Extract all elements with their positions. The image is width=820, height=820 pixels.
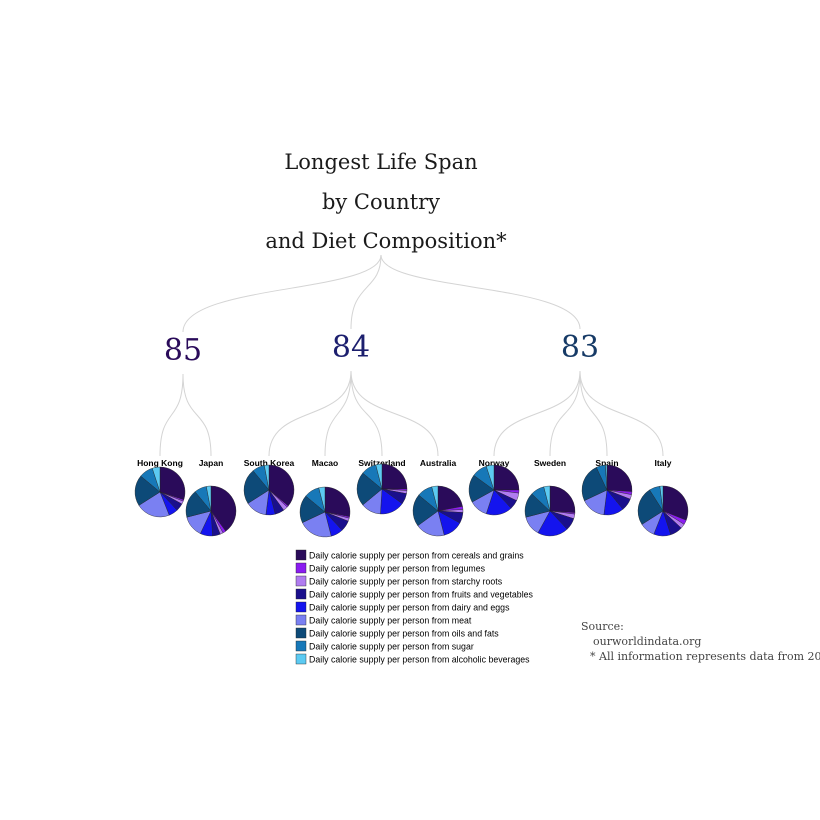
branch-to-switzerland [350,370,383,457]
branch-to-macao [324,370,352,457]
slice-switzerland-6 [356,472,383,506]
slice-australia-0 [437,485,463,512]
branch-to-japan [182,373,212,457]
tree-branches [159,254,664,457]
slice-japan-8 [206,485,212,512]
country-label-hong-kong: Hong Kong [137,458,183,468]
source-label: Source: [581,620,624,633]
slice-sweden-0 [549,485,576,513]
pie-japan [185,485,237,537]
age-label-84: 84 [332,330,370,365]
legend-label-8: Daily calorie supply per person from alc… [309,655,530,665]
legend-label-4: Daily calorie supply per person from dai… [309,603,510,613]
country-label-japan: Japan [199,458,224,468]
pie-south-korea [243,464,295,516]
legend-swatch-4 [295,601,307,613]
country-label-macao: Macao [312,458,338,468]
slice-hong-kong-0 [159,466,186,500]
legend-label-7: Daily calorie supply per person from sug… [309,642,474,652]
slice-norway-0 [493,464,520,491]
source-block: Source: ourworldindata.org * All informa… [581,620,820,663]
slice-sweden-8 [543,485,551,512]
pie-norway [468,464,520,516]
country-label-australia: Australia [420,458,457,468]
country-label-norway: Norway [479,458,510,468]
title-line-3: and Diet Composition* [265,229,507,253]
legend-label-5: Daily calorie supply per person from mea… [309,616,472,626]
slice-italy-8 [659,485,664,512]
branch-to-sweden [549,370,581,457]
age-label-85: 85 [164,333,202,368]
slice-norway-8 [486,464,495,491]
slice-australia-8 [431,485,439,512]
country-label-spain: Spain [595,458,618,468]
slice-spain-0 [606,464,633,492]
slice-macao-0 [324,486,351,517]
slice-south-korea-0 [268,464,295,507]
branch-root-to-age-84 [350,254,382,330]
branch-to-south-korea [268,370,352,457]
slice-switzerland-0 [381,463,408,490]
legend-label-1: Daily calorie supply per person from leg… [309,564,486,574]
title-line-2: by Country [322,190,440,214]
pie-italy [637,485,689,537]
pie-switzerland [356,463,408,515]
slice-hong-kong-8 [152,466,161,493]
branch-root-to-age-83 [380,254,581,330]
country-label-italy: Italy [654,458,671,468]
title-line-1: Longest Life Span [284,150,477,174]
branch-root-to-age-85 [182,254,382,333]
branch-to-australia [350,370,439,457]
branch-to-spain [579,370,608,457]
legend-swatch-5 [295,614,307,626]
slice-macao-5 [302,511,332,538]
legend-swatch-1 [295,562,307,574]
pie-charts [134,463,689,538]
slice-spain-6 [581,467,608,501]
slice-italy-6 [637,489,664,525]
branch-to-italy [579,370,664,457]
country-label-south-korea: South Korea [244,458,295,468]
slice-south-korea-8 [264,464,270,491]
slice-switzerland-8 [375,463,383,490]
legend-swatch-3 [295,588,307,600]
pie-hong-kong [134,466,186,518]
slice-spain-8 [605,464,608,491]
country-label-sweden: Sweden [534,458,566,468]
country-labels: Hong Kong Japan South Korea Macao Switzerlan… [137,458,672,468]
legend-swatch-6 [295,627,307,639]
legend-label-6: Daily calorie supply per person from oil… [309,629,499,639]
source-note: * All information represents data from 2… [590,650,820,663]
legend-label-0: Daily calorie supply per person from cer… [309,551,524,561]
pie-spain [581,464,633,516]
pie-macao [299,486,351,538]
legend-swatch-7 [295,640,307,652]
pie-australia [412,485,464,537]
age-label-83: 83 [561,330,599,365]
branch-to-norway [493,370,581,457]
slice-italy-0 [662,485,689,521]
legend: Daily calorie supply per person from cer… [295,549,534,665]
age-labels: 85 84 83 [164,330,599,368]
chart-title: Longest Life Span by Country and Diet Co… [265,150,507,253]
legend-label-2: Daily calorie supply per person from sta… [309,577,503,587]
pie-sweden [524,485,576,537]
branch-to-hong-kong [159,373,184,457]
country-label-switzerland: Switzerland [358,458,405,468]
legend-label-3: Daily calorie supply per person from fru… [309,590,534,600]
slice-japan-0 [210,485,237,532]
source-site: ourworldindata.org [593,635,701,648]
slice-macao-8 [318,486,326,513]
legend-swatch-8 [295,653,307,665]
slice-south-korea-6 [243,470,270,504]
legend-swatch-2 [295,575,307,587]
slice-hong-kong-5 [138,491,170,518]
legend-swatch-0 [295,549,307,561]
